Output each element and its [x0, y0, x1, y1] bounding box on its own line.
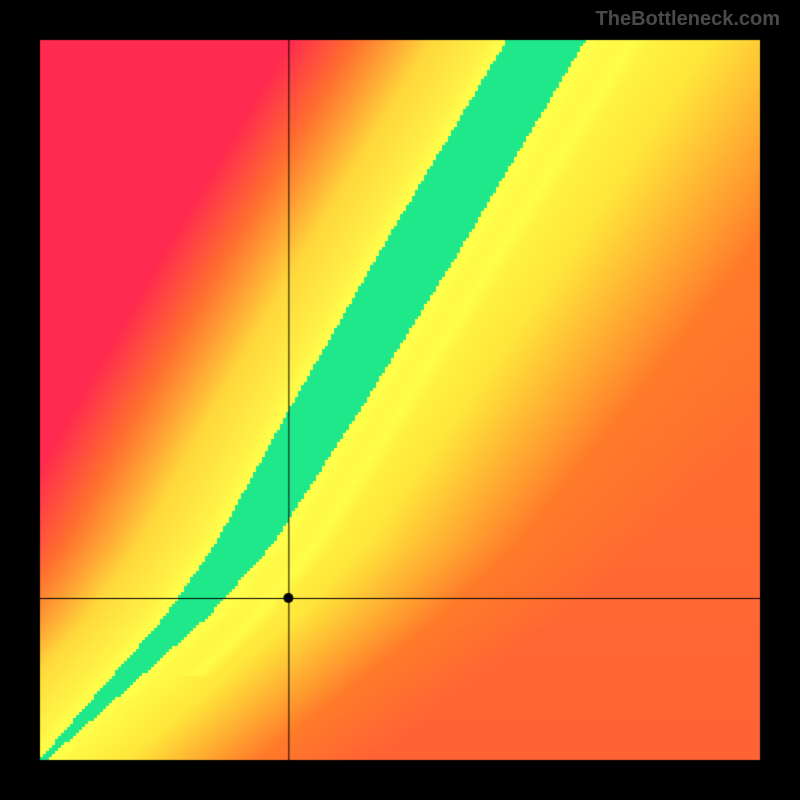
watermark-text: TheBottleneck.com [596, 8, 780, 31]
heatmap-canvas [0, 0, 800, 800]
chart-container: TheBottleneck.com [0, 0, 800, 800]
